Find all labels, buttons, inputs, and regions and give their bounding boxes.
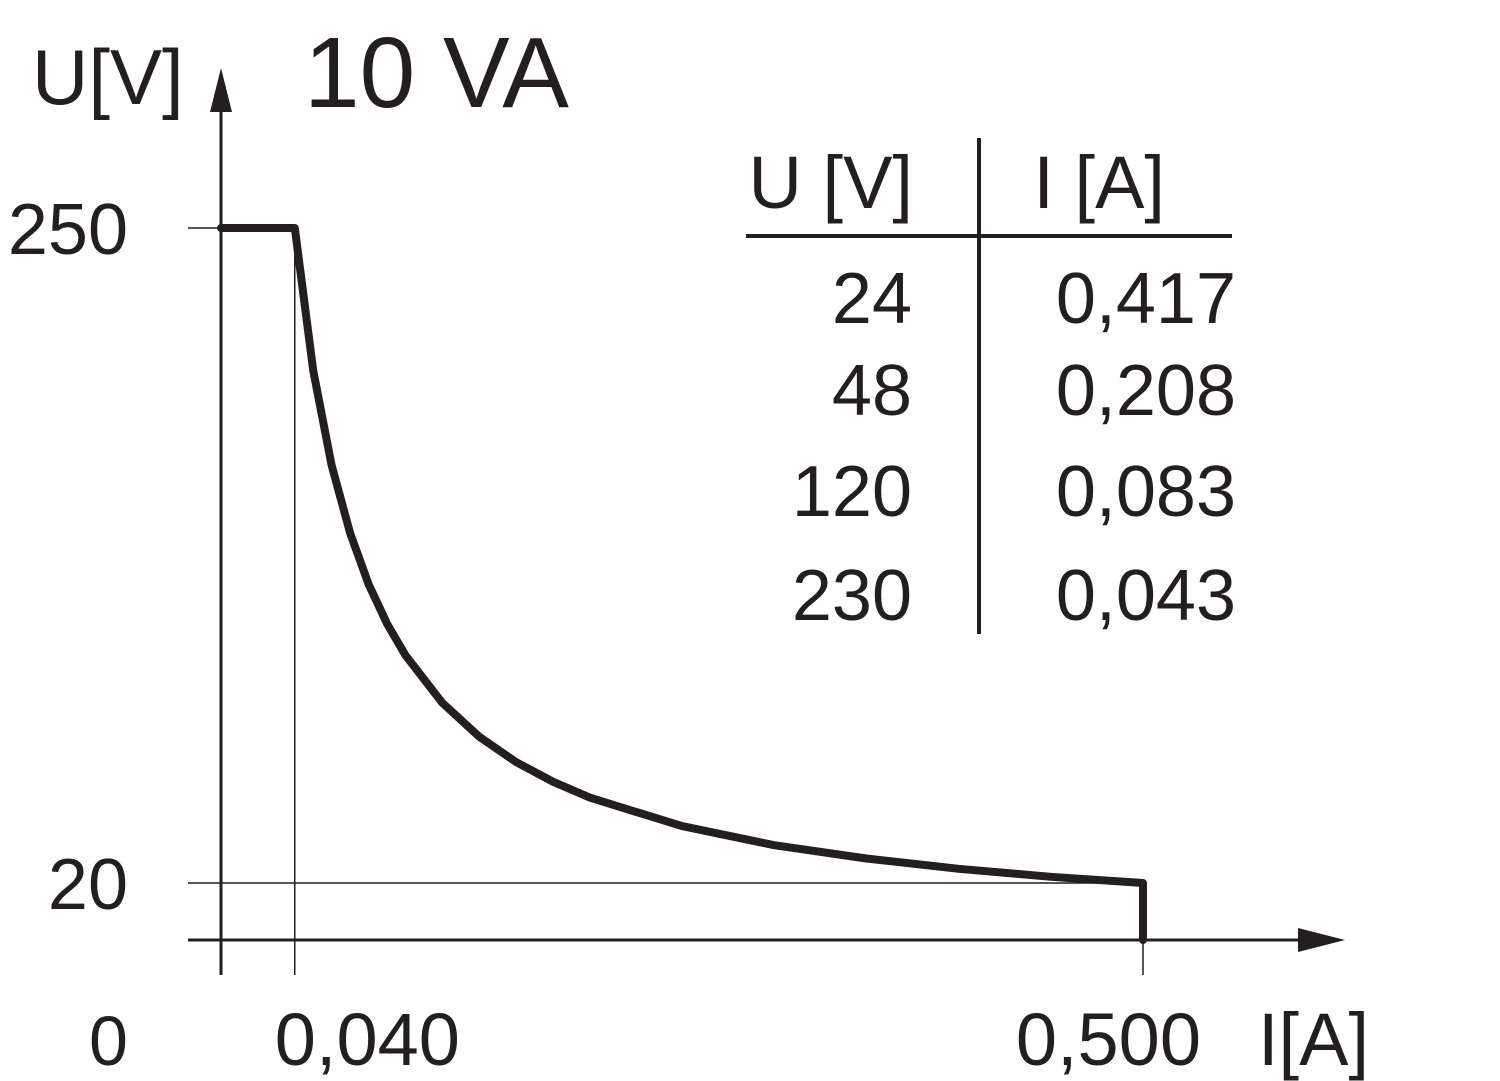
y-tick-label: 20 bbox=[48, 845, 128, 925]
table-cell-u: 120 bbox=[792, 452, 912, 532]
table-cell-u: 230 bbox=[792, 556, 912, 636]
chart-title: 10 VA bbox=[304, 17, 569, 129]
curve-layer bbox=[217, 224, 1147, 944]
value-table: U [V] I [A] 24 0,417 48 0,208 120 0,083 … bbox=[746, 138, 1236, 636]
table-cell-u: 24 bbox=[832, 259, 912, 339]
power-limit-line bbox=[217, 224, 1147, 944]
table-cell-i: 0,083 bbox=[1056, 452, 1236, 532]
x-axis-arrow bbox=[1298, 928, 1345, 952]
x-tick-label: 0,040 bbox=[275, 998, 460, 1081]
ticks: 250 20 0,040 0,500 bbox=[8, 190, 1201, 1081]
y-axis-arrow bbox=[210, 68, 232, 112]
origin-label: 0 bbox=[89, 1002, 128, 1080]
table-header-u: U [V] bbox=[749, 141, 913, 224]
table-header-i: I [A] bbox=[1033, 141, 1165, 224]
y-axis-label: U[V] bbox=[32, 33, 184, 121]
table-cell-i: 0,208 bbox=[1056, 351, 1236, 431]
table-cell-u: 48 bbox=[832, 351, 912, 431]
x-axis-label: I[A] bbox=[1258, 998, 1369, 1081]
x-tick-label: 0,500 bbox=[1016, 998, 1201, 1081]
y-tick-label: 250 bbox=[8, 190, 128, 270]
table-cell-i: 0,043 bbox=[1056, 556, 1236, 636]
table-cell-i: 0,417 bbox=[1056, 259, 1236, 339]
